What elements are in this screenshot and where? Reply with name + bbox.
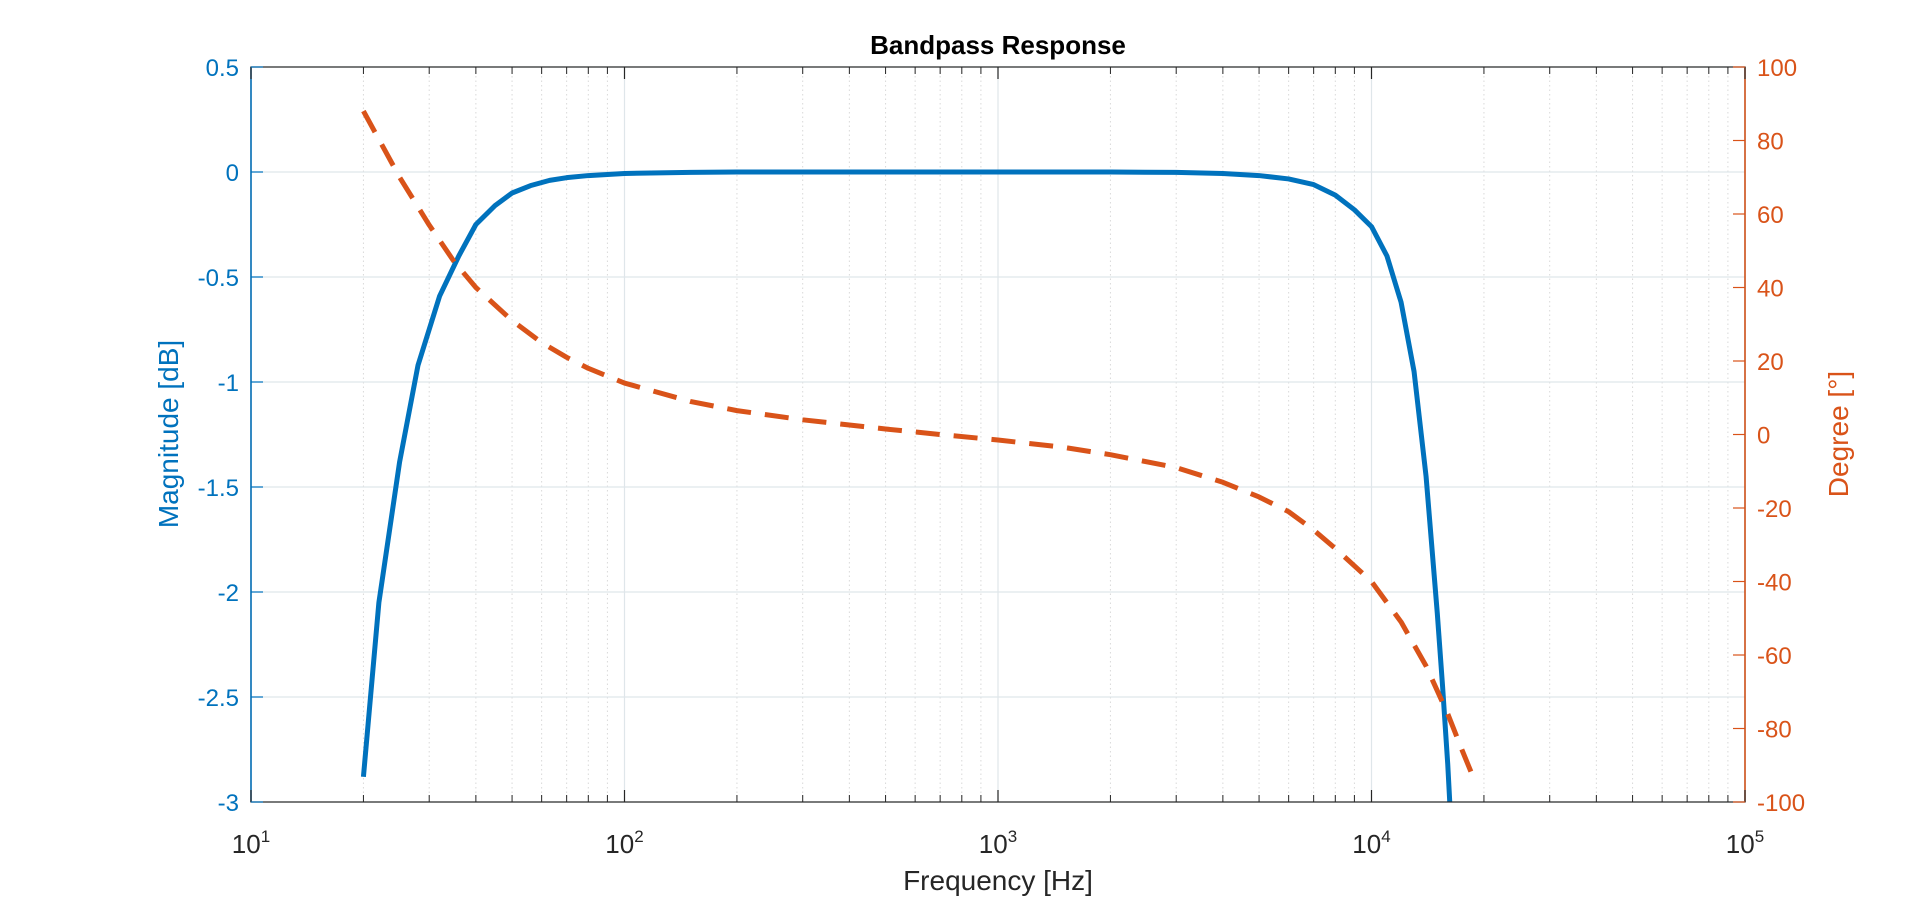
x-tick-exponent: 4 [1381,827,1390,846]
right-y-tick-label: -20 [1757,496,1792,523]
chart-title: Bandpass Response [870,30,1126,60]
x-tick-label: 101 [232,827,270,859]
left-y-tick-label: -2 [218,580,239,607]
left-y-tick-label: -1.5 [198,475,239,502]
x-tick-base: 10 [979,829,1008,859]
x-tick-base: 10 [1352,829,1381,859]
right-y-tick-label: 0 [1757,423,1770,450]
right-y-tick-label: 40 [1757,276,1784,303]
tick-labels: 101 102 103 104 1050.50-0.5-1-1.5-2-2.5-3100… [198,55,1805,859]
right-y-tick-label: -80 [1757,717,1792,744]
right-y-tick-label: 20 [1757,349,1784,376]
grid-lines [250,66,1746,803]
x-tick-exponent: 2 [634,827,643,846]
x-tick-exponent: 5 [1755,827,1764,846]
x-tick-label: 103 [979,827,1017,859]
x-tick-label: 104 [1352,827,1390,859]
right-y-axis-label: Degree [°] [1823,371,1854,497]
left-y-tick-label: 0.5 [206,55,239,82]
left-y-tick-label: 0 [226,160,239,187]
right-y-tick-label: 80 [1757,129,1784,156]
x-tick-exponent: 1 [261,827,270,846]
x-tick-base: 10 [605,829,634,859]
left-y-tick-label: -3 [218,790,239,817]
x-tick-base: 10 [1726,829,1755,859]
left-y-tick-label: -2.5 [198,685,239,712]
x-tick-base: 10 [232,829,261,859]
right-y-tick-label: -60 [1757,643,1792,670]
x-tick-label: 102 [605,827,643,859]
right-y-tick-label: -100 [1757,790,1805,817]
x-axis-label: Frequency [Hz] [903,865,1093,896]
left-y-tick-label: -1 [218,370,239,397]
phase-line [361,109,1474,774]
x-tick-label: 105 [1726,827,1764,859]
left-y-tick-label: -0.5 [198,265,239,292]
right-y-tick-label: -40 [1757,570,1792,597]
magnitude-line [360,169,1453,802]
left-y-axis-label: Magnitude [dB] [153,340,184,528]
x-tick-exponent: 3 [1008,827,1017,846]
right-y-tick-label: 100 [1757,55,1797,82]
right-y-tick-label: 60 [1757,202,1784,229]
series-layer [360,109,1474,802]
tick-marks [250,66,1746,803]
